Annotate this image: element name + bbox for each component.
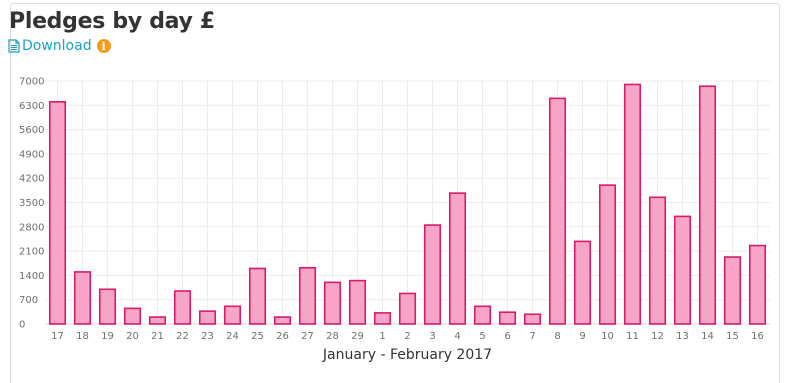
bar-4[interactable] — [448, 192, 467, 325]
bar-24[interactable] — [223, 305, 242, 325]
bar-19[interactable] — [98, 288, 117, 325]
x-tick-label: 14 — [701, 331, 714, 342]
x-tick-label: 7 — [529, 331, 535, 342]
bar-17[interactable] — [48, 101, 67, 325]
bar-25[interactable] — [248, 267, 267, 325]
bar-10[interactable] — [598, 184, 617, 325]
y-tick-label: 0 — [19, 320, 25, 331]
x-tick-label: 24 — [226, 331, 239, 342]
x-tick-label: 4 — [454, 331, 460, 342]
bar-22[interactable] — [173, 290, 192, 325]
info-icon[interactable]: i — [96, 39, 111, 53]
x-tick-label: 25 — [251, 331, 264, 342]
bar-16[interactable] — [748, 244, 767, 325]
y-axis-ticks: 0 700 1400 2100 2800 3500 4200 4900 5600 6300 7000 — [19, 77, 44, 331]
y-tick-label: 2100 — [19, 247, 44, 258]
x-tick-label: 15 — [726, 331, 739, 342]
x-tick-label: 22 — [176, 331, 189, 342]
x-tick-label: 29 — [351, 331, 364, 342]
y-tick-label: 4200 — [19, 174, 44, 185]
y-tick-label: 3500 — [19, 198, 44, 209]
bar-29[interactable] — [348, 279, 367, 325]
x-tick-label: 12 — [651, 331, 664, 342]
x-tick-label: 10 — [601, 331, 614, 342]
y-tick-label: 2800 — [19, 222, 44, 233]
x-tick-label: 9 — [579, 331, 585, 342]
x-tick-label: 21 — [151, 331, 164, 342]
bar-26[interactable] — [273, 316, 292, 325]
bar-3[interactable] — [423, 224, 442, 325]
x-tick-label: 17 — [51, 331, 64, 342]
y-tick-label: 700 — [19, 295, 38, 306]
bar-27[interactable] — [298, 266, 317, 325]
bars — [48, 83, 767, 325]
x-tick-label: 26 — [276, 331, 289, 342]
document-icon — [8, 39, 20, 53]
bar-6[interactable] — [498, 311, 517, 325]
bar-20[interactable] — [123, 307, 142, 325]
x-tick-label: 6 — [504, 331, 510, 342]
y-tick-label: 1400 — [19, 271, 44, 282]
x-tick-label: 1 — [379, 331, 385, 342]
bar-18[interactable] — [73, 271, 92, 325]
x-tick-label: 19 — [101, 331, 114, 342]
y-tick-label: 5600 — [19, 125, 44, 136]
x-tick-label: 23 — [201, 331, 214, 342]
x-tick-label: 28 — [326, 331, 339, 342]
download-label[interactable]: Download — [22, 38, 92, 54]
x-axis-ticks: 17 18 19 20 21 22 23 24 25 26 27 28 29 1 2 3 4 5 6 7 8 9 10 11 1… — [51, 331, 764, 342]
bar-2[interactable] — [398, 292, 417, 325]
bar-1[interactable] — [373, 312, 392, 325]
x-tick-label: 20 — [126, 331, 139, 342]
page-title: Pledges by day £ — [9, 9, 215, 34]
y-tick-label: 4900 — [19, 149, 44, 160]
bar-15[interactable] — [723, 256, 742, 325]
y-tick-label: 7000 — [19, 77, 44, 88]
bar-12[interactable] — [648, 196, 667, 325]
bar-13[interactable] — [673, 215, 692, 325]
x-tick-label: 13 — [676, 331, 689, 342]
x-tick-label: 27 — [301, 331, 314, 342]
bar-5[interactable] — [473, 305, 492, 325]
x-tick-label: 2 — [404, 331, 410, 342]
bar-9[interactable] — [573, 240, 592, 325]
x-tick-label: 3 — [429, 331, 435, 342]
y-tick-label: 6300 — [19, 101, 44, 112]
bar-11[interactable] — [623, 83, 642, 325]
x-axis-title: January - February 2017 — [322, 347, 492, 363]
download-link[interactable]: Download i — [8, 38, 111, 54]
bar-14[interactable] — [698, 85, 717, 325]
x-tick-label: 11 — [626, 331, 639, 342]
bar-7[interactable] — [523, 313, 542, 325]
x-tick-label: 16 — [751, 331, 764, 342]
bar-8[interactable] — [548, 97, 567, 325]
x-tick-label: 18 — [76, 331, 89, 342]
bar-23[interactable] — [198, 310, 217, 325]
x-tick-label: 5 — [479, 331, 485, 342]
bar-21[interactable] — [148, 316, 167, 325]
x-tick-label: 8 — [554, 331, 560, 342]
bar-28[interactable] — [323, 281, 342, 325]
